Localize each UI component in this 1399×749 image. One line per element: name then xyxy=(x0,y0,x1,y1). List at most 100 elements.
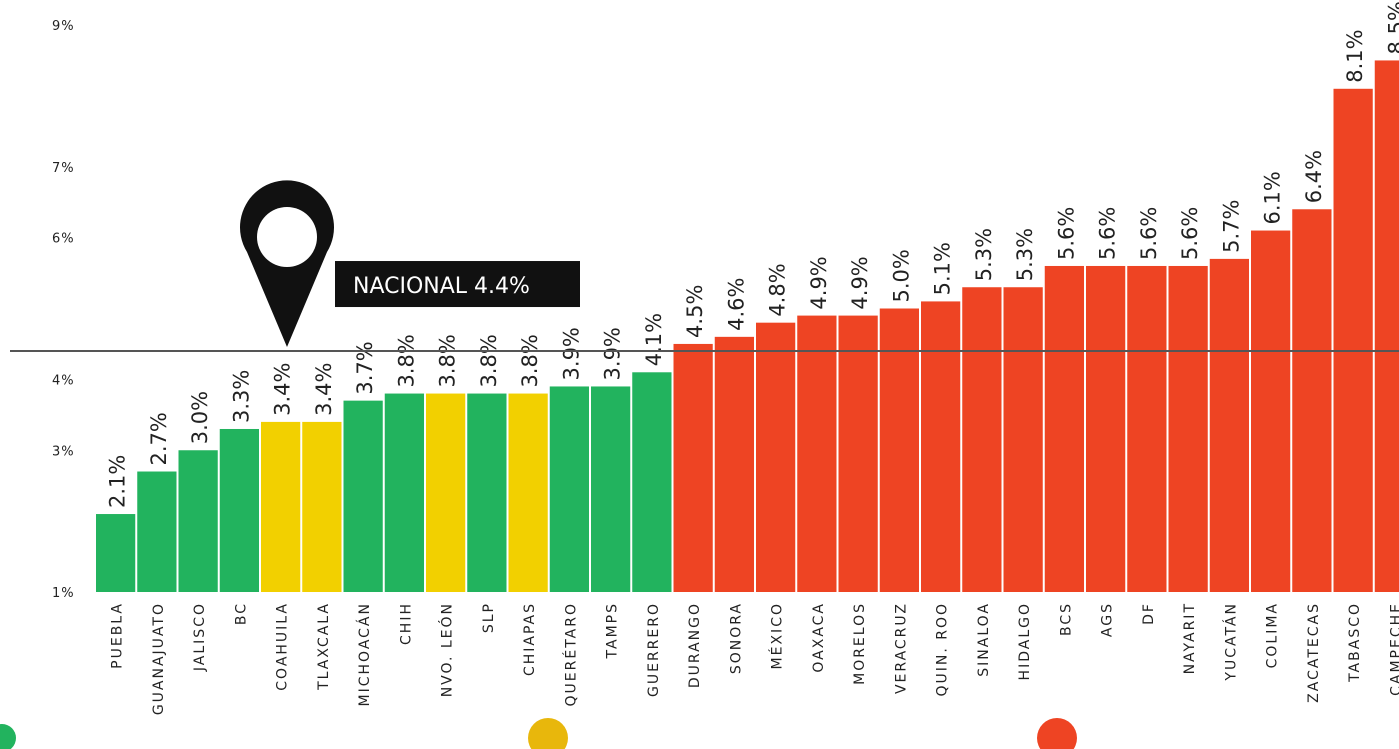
bar xyxy=(1374,60,1399,592)
y-tick-label: 1% xyxy=(52,586,75,601)
x-tick-label: NVO. LEÓN xyxy=(438,602,456,697)
x-tick-label: TLAXCALA xyxy=(316,602,332,691)
value-label: 4.6% xyxy=(724,277,748,330)
value-label: 4.8% xyxy=(766,263,790,316)
value-label: 3.8% xyxy=(436,334,460,387)
value-label: 3.9% xyxy=(559,327,583,380)
x-tick-label: TAMPS xyxy=(605,602,621,659)
value-label: 2.7% xyxy=(147,412,171,465)
value-label: 2.1% xyxy=(106,455,130,508)
x-tick-label: OAXACA xyxy=(811,602,827,673)
bar xyxy=(1168,265,1208,592)
bar xyxy=(879,308,919,592)
x-tick-label: YUCATÁN xyxy=(1222,602,1239,682)
bar xyxy=(219,428,259,592)
bar xyxy=(549,386,589,592)
bar xyxy=(921,301,961,592)
value-label: 3.8% xyxy=(394,334,418,387)
bar xyxy=(632,372,672,592)
y-tick-label: 6% xyxy=(52,232,75,247)
bar xyxy=(1003,287,1043,592)
bar xyxy=(591,386,631,592)
legend-dot xyxy=(0,724,16,749)
x-tick-label: COLIMA xyxy=(1265,602,1281,668)
x-tick-label: COAHUILA xyxy=(275,602,291,691)
x-tick-label: SLP xyxy=(481,602,497,633)
bar xyxy=(1044,265,1084,592)
x-tick-label: CAMPECHE xyxy=(1388,602,1399,696)
value-label: 5.1% xyxy=(931,242,955,295)
value-label: 3.9% xyxy=(601,327,625,380)
x-tick-label: QUERÉTARO xyxy=(562,602,579,706)
value-label: 5.3% xyxy=(1013,228,1037,281)
x-tick-label: AGS xyxy=(1100,602,1116,637)
x-tick-label: CHIAPAS xyxy=(522,602,538,676)
bar xyxy=(714,336,754,592)
x-tick-label: HIDALGO xyxy=(1017,602,1033,680)
value-label: 4.5% xyxy=(683,285,707,338)
x-tick-label: SONORA xyxy=(728,602,744,674)
y-tick-label: 3% xyxy=(52,444,75,459)
value-label: 4.9% xyxy=(848,256,872,309)
x-tick-label: CHIH xyxy=(398,602,414,645)
value-label: 5.0% xyxy=(889,249,913,302)
x-tick-label: MÉXICO xyxy=(769,602,786,669)
value-label: 5.6% xyxy=(1096,207,1120,260)
value-label: 5.6% xyxy=(1054,207,1078,260)
x-tick-label: MORELOS xyxy=(852,602,868,685)
bar xyxy=(1251,230,1291,592)
x-tick-label: TABASCO xyxy=(1347,602,1363,683)
value-label: 8.1% xyxy=(1343,29,1367,82)
value-label: 4.1% xyxy=(642,313,666,366)
bar xyxy=(96,514,136,592)
x-tick-label: PUEBLA xyxy=(110,602,126,669)
x-tick-label: NAYARIT xyxy=(1182,602,1198,674)
bar xyxy=(797,315,837,592)
value-label: 6.1% xyxy=(1261,171,1285,224)
x-tick-label: BCS xyxy=(1058,602,1074,636)
bar xyxy=(1333,88,1373,592)
x-tick-label: SINALOA xyxy=(976,602,992,677)
value-label: 3.4% xyxy=(271,363,295,416)
annotation-box xyxy=(335,261,580,308)
x-tick-label: MICHOACÁN xyxy=(356,602,373,706)
value-label: 3.7% xyxy=(353,341,377,394)
bar xyxy=(467,393,507,592)
value-label: 5.3% xyxy=(972,228,996,281)
x-tick-label: QUIN. ROO xyxy=(935,602,951,697)
value-label: 5.6% xyxy=(1178,207,1202,260)
value-label: 3.8% xyxy=(518,334,542,387)
value-label: 5.6% xyxy=(1137,207,1161,260)
bar xyxy=(302,421,342,592)
x-tick-label: GUERRERO xyxy=(646,602,662,697)
y-tick-label: 4% xyxy=(52,373,75,388)
x-tick-label: GUANAJUATO xyxy=(151,602,167,715)
bar xyxy=(261,421,301,592)
bar xyxy=(1209,258,1249,592)
bar xyxy=(1127,265,1167,592)
annotation: NACIONAL 4.4% xyxy=(353,274,530,299)
bar xyxy=(1086,265,1126,592)
x-tick-label: BC xyxy=(233,602,249,625)
value-label: 3.4% xyxy=(312,363,336,416)
bar xyxy=(137,471,177,592)
value-label: 5.7% xyxy=(1219,200,1243,253)
value-label: 4.9% xyxy=(807,256,831,309)
value-label: 3.0% xyxy=(188,391,212,444)
y-tick-label: 7% xyxy=(52,161,75,176)
bar xyxy=(1292,209,1332,592)
value-label: 6.4% xyxy=(1302,150,1326,203)
bar xyxy=(384,393,424,592)
bar xyxy=(756,322,796,592)
bar xyxy=(673,343,713,592)
x-tick-label: DURANGO xyxy=(687,602,703,688)
bar xyxy=(508,393,548,592)
legend-dot xyxy=(1037,718,1077,749)
bar xyxy=(178,450,218,592)
bar xyxy=(838,315,878,592)
x-tick-label: DF xyxy=(1141,602,1157,625)
bar xyxy=(962,287,1002,592)
x-tick-label: ZACATECAS xyxy=(1306,602,1322,703)
value-label: 8.5% xyxy=(1384,1,1399,54)
